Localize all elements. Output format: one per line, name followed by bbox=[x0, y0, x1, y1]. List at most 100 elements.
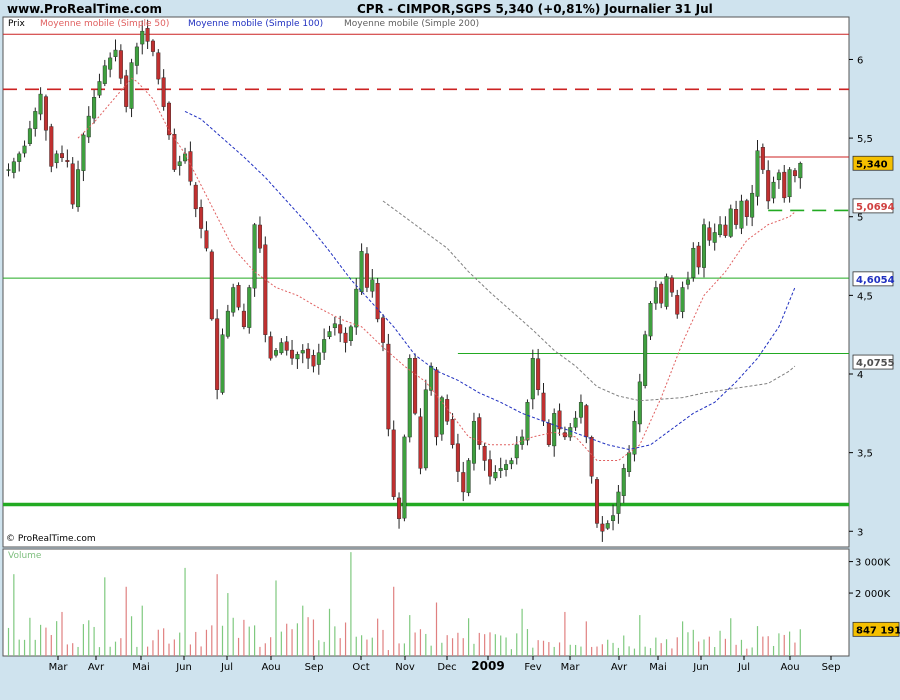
candle-body bbox=[220, 334, 225, 393]
price-label: 5,340 bbox=[856, 159, 888, 170]
price-label-box bbox=[852, 271, 894, 287]
vol-tick-label: 2 000K bbox=[855, 589, 891, 600]
candle-body bbox=[284, 341, 289, 351]
candle-body bbox=[680, 287, 685, 312]
vol-tick-label: 3 000K bbox=[855, 558, 891, 569]
candle-body bbox=[632, 420, 637, 455]
candle-body bbox=[573, 417, 578, 428]
x-tick-label: Dec bbox=[437, 662, 456, 673]
volume-last-box bbox=[852, 621, 900, 637]
price-label-box bbox=[852, 198, 894, 214]
candle-body bbox=[386, 343, 391, 430]
candle-body bbox=[215, 318, 220, 390]
candle-body bbox=[493, 472, 498, 479]
candle-body bbox=[669, 277, 674, 293]
candle-body bbox=[6, 169, 11, 171]
candle-body bbox=[332, 323, 337, 329]
candle-body bbox=[514, 444, 519, 459]
candle-body bbox=[600, 523, 605, 532]
volume-title: Volume bbox=[8, 551, 42, 561]
candle-body bbox=[776, 172, 781, 181]
candle-body bbox=[707, 227, 712, 241]
candle-body bbox=[397, 497, 402, 519]
candle-body bbox=[696, 245, 701, 268]
candle-body bbox=[354, 288, 359, 328]
candle-body bbox=[461, 472, 466, 493]
candle-body bbox=[54, 153, 59, 164]
candle-body bbox=[60, 153, 65, 158]
candle-body bbox=[466, 460, 471, 493]
candle-body bbox=[375, 283, 380, 320]
candle-body bbox=[557, 410, 562, 430]
candle-body bbox=[27, 128, 32, 144]
candle-body bbox=[327, 331, 332, 338]
site-name[interactable]: www.ProRealTime.com bbox=[7, 2, 162, 16]
candle-body bbox=[124, 75, 129, 107]
legend-ma200: Moyenne mobile (Simple 200) bbox=[344, 19, 480, 29]
x-tick-label: Aou bbox=[261, 662, 280, 673]
watermark: © ProRealTime.com bbox=[6, 534, 96, 544]
x-tick-label: Jul bbox=[737, 662, 750, 673]
x-tick-label: 2009 bbox=[471, 659, 504, 673]
candle-body bbox=[498, 468, 503, 471]
candle-body bbox=[627, 452, 632, 473]
candle-body bbox=[193, 184, 198, 210]
candle-body bbox=[728, 208, 733, 237]
candle-body bbox=[621, 468, 626, 496]
x-tick-label: Nov bbox=[395, 662, 415, 673]
candle-body bbox=[450, 419, 455, 445]
candle-body bbox=[712, 232, 717, 243]
candle-body bbox=[509, 460, 514, 465]
candle-body bbox=[76, 169, 81, 208]
candle-body bbox=[611, 515, 616, 521]
candle-body bbox=[166, 102, 171, 136]
candle-body bbox=[370, 279, 375, 292]
candle-body bbox=[455, 443, 460, 472]
candle-body bbox=[81, 134, 86, 171]
candle-body bbox=[274, 350, 279, 356]
x-tick-label: Sep bbox=[305, 662, 324, 673]
candle-body bbox=[723, 224, 728, 236]
candle-body bbox=[70, 163, 75, 205]
candle-body bbox=[578, 402, 583, 418]
candle-body bbox=[685, 279, 690, 285]
candle-body bbox=[402, 436, 407, 519]
y-tick-label: 3 bbox=[857, 527, 863, 538]
candle-body bbox=[145, 28, 150, 42]
x-tick-label: Mar bbox=[561, 662, 581, 673]
candle-body bbox=[381, 317, 386, 343]
x-tick-label: Fev bbox=[524, 662, 541, 673]
candle-body bbox=[279, 342, 284, 354]
candle-body bbox=[209, 251, 214, 320]
x-tick-label: Mai bbox=[132, 662, 150, 673]
candle-body bbox=[43, 96, 48, 131]
candle-body bbox=[413, 357, 418, 414]
candle-body bbox=[659, 283, 664, 304]
candle-body bbox=[766, 170, 771, 202]
candle-body bbox=[316, 352, 321, 365]
candle-body bbox=[134, 46, 139, 66]
candle-body bbox=[771, 181, 776, 199]
candle-body bbox=[97, 81, 102, 96]
volume-last-label: 847 191 bbox=[856, 625, 900, 636]
candle-body bbox=[675, 295, 680, 315]
candle-body bbox=[755, 150, 760, 197]
ma50-line bbox=[77, 77, 796, 461]
candle-body bbox=[734, 209, 739, 225]
candle-body bbox=[172, 134, 177, 170]
x-tick-label: Aou bbox=[780, 662, 799, 673]
candle-body bbox=[520, 436, 525, 445]
candle-body bbox=[718, 224, 723, 236]
candle-body bbox=[33, 111, 38, 129]
candle-body bbox=[477, 417, 482, 445]
candle-body bbox=[118, 50, 123, 79]
candle-body bbox=[552, 413, 557, 447]
candle-body bbox=[231, 287, 236, 313]
candle-body bbox=[643, 334, 648, 386]
candle-body bbox=[338, 324, 343, 334]
candle-body bbox=[488, 459, 493, 477]
candle-body bbox=[306, 348, 311, 359]
candle-body bbox=[257, 224, 262, 249]
x-tick-label: Avr bbox=[611, 662, 628, 673]
